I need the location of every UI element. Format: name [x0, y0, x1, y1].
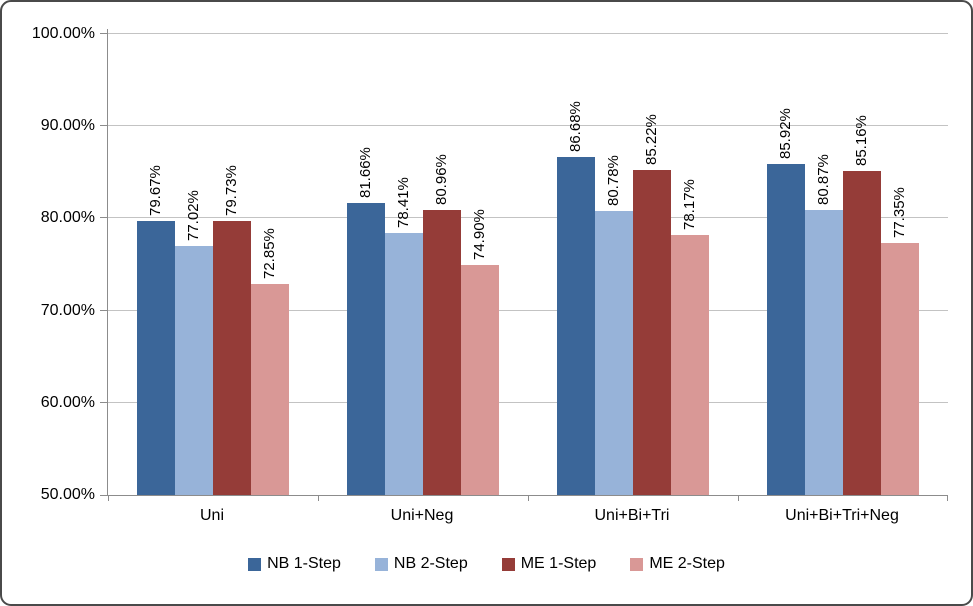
y-axis-tick-label: 70.00%	[40, 301, 95, 319]
bar-data-label: 85.16%	[853, 114, 870, 166]
legend-swatch-icon	[374, 557, 388, 571]
legend-label: NB 1-Step	[267, 555, 341, 572]
plot-area: 79.67% 77.02% 79.73% 72.85% 81.66% 78.41% 80.9…	[100, 29, 948, 501]
bar-nb-2-step	[595, 211, 633, 495]
bar-data-label: 86.68%	[567, 100, 584, 152]
bar-nb-2-step	[385, 233, 423, 495]
bar-data-label: 79.67%	[147, 165, 164, 217]
y-axis-tick	[100, 495, 108, 496]
y-axis-tick-label: 50.00%	[40, 486, 95, 503]
gridline	[108, 33, 948, 34]
x-axis-tick	[108, 495, 109, 501]
bar-data-label: 74.90%	[471, 209, 488, 261]
bar-data-label: 79.73%	[223, 165, 240, 216]
bar-data-label: 78.41%	[395, 177, 412, 229]
legend: NB 1-Step NB 2-Step ME 1-Step ME 2-Step	[2, 555, 971, 573]
bar-nb-2-step	[805, 210, 843, 495]
x-axis-category-label: Uni+Bi+Tri+Neg	[785, 507, 899, 524]
bar-me-2-step	[251, 284, 289, 495]
bar-data-label: 78.17%	[681, 179, 698, 231]
x-axis-tick	[318, 495, 319, 501]
bar-data-label: 77.02%	[185, 190, 202, 241]
legend-item-me-2-step: ME 2-Step	[630, 555, 725, 573]
legend-swatch-icon	[501, 557, 515, 571]
bar-nb-1-step	[347, 203, 385, 495]
bar-nb-1-step	[767, 163, 805, 495]
y-axis-tick-label: 60.00%	[40, 393, 95, 411]
x-axis-category-label: Uni+Neg	[390, 507, 454, 524]
legend-swatch-icon	[630, 557, 644, 571]
legend-item-nb-1-step: NB 1-Step	[248, 555, 341, 573]
bar-nb-2-step	[175, 245, 213, 495]
x-axis-tick	[947, 495, 948, 501]
y-axis-tick-label: 80.00%	[40, 209, 95, 227]
gridline	[108, 217, 948, 219]
x-axis-category-label: Uni+Bi+Tri	[594, 507, 670, 524]
bar-nb-1-step	[557, 156, 595, 495]
x-axis-tick	[738, 495, 739, 501]
gridline	[108, 309, 948, 311]
bar-data-label: 85.22%	[643, 114, 660, 166]
bar-me-1-step	[423, 209, 461, 495]
bar-data-label: 85.92%	[777, 107, 794, 159]
bar-data-label: 72.85%	[261, 228, 278, 280]
x-axis-category-label: Uni	[199, 507, 224, 524]
y-axis-tick	[100, 217, 108, 219]
x-axis-tick	[528, 495, 529, 501]
bar-me-1-step	[843, 170, 881, 495]
y-axis-tick	[100, 125, 108, 127]
gridline	[108, 125, 948, 127]
y-axis-tick-label: 100.00%	[31, 25, 95, 42]
bar-me-1-step	[633, 170, 671, 495]
y-axis-tick	[100, 33, 108, 34]
legend-label: NB 2-Step	[393, 555, 468, 572]
legend-label: ME 1-Step	[520, 555, 597, 572]
bar-data-label: 80.78%	[605, 155, 622, 207]
bar-me-2-step	[881, 242, 919, 495]
bar-data-label: 80.87%	[815, 154, 832, 206]
bar-me-2-step	[461, 265, 499, 495]
y-axis-tick-label: 90.00%	[40, 117, 95, 135]
bar-data-label: 80.96%	[433, 153, 450, 205]
y-axis-line-extension	[107, 29, 108, 34]
bar-data-label: 77.35%	[891, 186, 908, 238]
legend-item-me-1-step: ME 1-Step	[501, 555, 597, 573]
legend-swatch-icon	[248, 557, 262, 571]
gridline	[108, 401, 948, 403]
legend-item-nb-2-step: NB 2-Step	[374, 555, 468, 573]
legend-label: ME 2-Step	[649, 555, 725, 572]
y-axis-tick	[100, 401, 108, 403]
bar-nb-1-step	[137, 221, 175, 495]
bar-me-1-step	[213, 220, 251, 495]
bar-me-2-step	[671, 235, 709, 495]
bar-data-label: 81.66%	[357, 147, 374, 199]
y-axis-tick	[100, 309, 108, 311]
